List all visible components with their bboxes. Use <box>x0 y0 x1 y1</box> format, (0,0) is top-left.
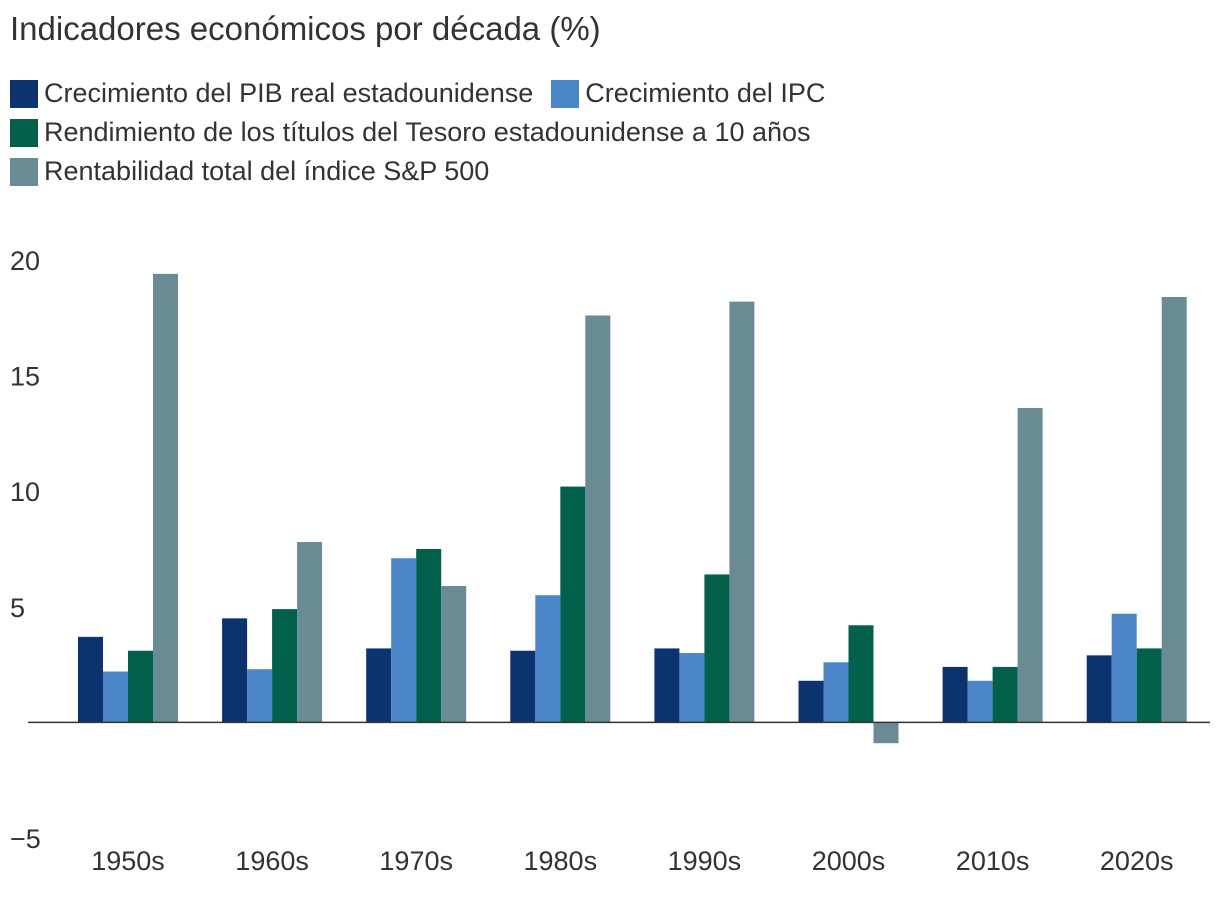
x-tick-label: 1950s <box>91 846 165 876</box>
bar-series1-2020s <box>1111 613 1137 723</box>
bars-group <box>78 273 1187 744</box>
legend-label-cpi: Crecimiento del IPC <box>585 78 826 108</box>
legend: Crecimiento del PIB real estadounidense … <box>10 74 1010 191</box>
x-tick-label: 2010s <box>956 846 1030 876</box>
bar-series3-1980s <box>585 315 611 723</box>
bar-series3-1990s <box>729 301 755 723</box>
legend-label-sp500: Rentabilidad total del índice S&P 500 <box>44 156 490 186</box>
bar-series3-1970s <box>441 585 467 723</box>
bar-series1-1990s <box>679 653 705 723</box>
bar-series3-2000s <box>873 722 899 744</box>
bar-series2-1960s <box>272 609 298 723</box>
x-tick-label: 1970s <box>379 846 453 876</box>
legend-swatch-cpi <box>551 79 580 108</box>
x-axis-ticks: 1950s 1960s 1970s 1980s 1990s 2000s 2010s 2020s <box>91 846 1173 876</box>
bar-series1-1980s <box>535 595 561 723</box>
y-axis-ticks: 20 15 10 5 −5 <box>10 246 41 854</box>
bar-series1-1970s <box>391 558 417 723</box>
legend-swatch-gdp <box>10 79 38 108</box>
bar-series2-1980s <box>560 486 586 723</box>
bar-series0-1970s <box>366 648 392 723</box>
bar-series0-1980s <box>510 650 536 723</box>
x-tick-label: 1990s <box>668 846 742 876</box>
bar-series1-2010s <box>967 680 993 723</box>
legend-label-gdp: Crecimiento del PIB real estadounidense <box>44 78 534 108</box>
x-tick-label: 2000s <box>812 846 886 876</box>
legend-row: Rentabilidad total del índice S&P 500 <box>10 152 1010 191</box>
chart-title: Indicadores económicos por década (%) <box>10 10 601 47</box>
bar-series2-1950s <box>128 650 153 723</box>
bar-series2-2010s <box>992 666 1018 723</box>
bar-series0-2010s <box>942 666 968 723</box>
bar-series2-1990s <box>704 574 730 723</box>
legend-item-gdp: Crecimiento del PIB real estadounidense <box>10 78 533 109</box>
x-tick-label: 1960s <box>235 846 309 876</box>
bar-series2-1970s <box>416 549 442 723</box>
legend-row: Crecimiento del PIB real estadounidense … <box>10 74 1010 113</box>
legend-item-cpi: Crecimiento del IPC <box>551 78 825 109</box>
bar-series1-2000s <box>823 662 849 723</box>
bar-series1-1960s <box>247 669 273 723</box>
bar-series0-1990s <box>654 648 680 723</box>
legend-item-sp500: Rentabilidad total del índice S&P 500 <box>10 156 489 187</box>
bar-series0-2000s <box>798 680 824 723</box>
bar-series3-2020s <box>1161 296 1187 723</box>
bar-series3-1950s <box>153 273 178 723</box>
y-tick-label: 15 <box>10 362 40 392</box>
bar-series3-2010s <box>1017 407 1043 723</box>
bar-series1-1950s <box>103 671 128 723</box>
bar-series0-2020s <box>1086 655 1112 723</box>
bar-series0-1950s <box>78 636 103 723</box>
bar-series3-1960s <box>297 542 323 723</box>
bar-series2-2000s <box>848 625 874 723</box>
x-tick-label: 1980s <box>524 846 598 876</box>
legend-swatch-treasury <box>10 118 38 147</box>
legend-item-treasury: Rendimiento de los títulos del Tesoro es… <box>10 117 811 148</box>
y-tick-label: 5 <box>10 593 25 623</box>
y-tick-label: −5 <box>10 824 41 854</box>
legend-row: Rendimiento de los títulos del Tesoro es… <box>10 113 1010 152</box>
bar-series0-1960s <box>222 618 248 723</box>
y-tick-label: 10 <box>10 477 40 507</box>
y-tick-label: 20 <box>10 246 40 276</box>
legend-label-treasury: Rendimiento de los títulos del Tesoro es… <box>44 117 811 147</box>
bar-series2-2020s <box>1136 648 1162 723</box>
legend-swatch-sp500 <box>10 157 38 186</box>
x-tick-label: 2020s <box>1100 846 1174 876</box>
